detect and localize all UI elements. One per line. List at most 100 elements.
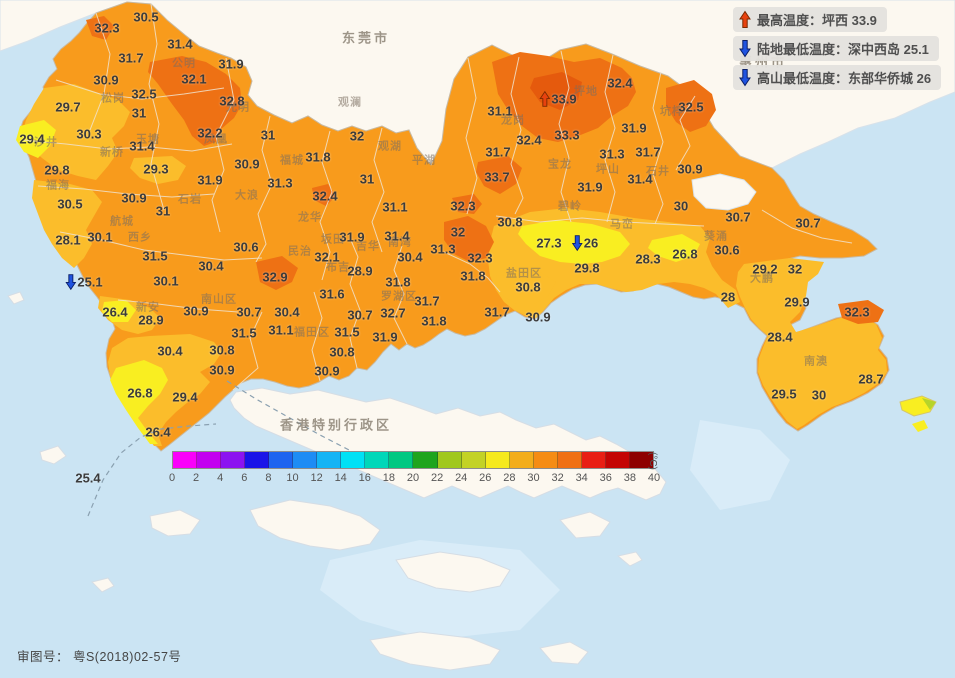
colorbar-segment	[293, 452, 318, 468]
temperature-label: 31.7	[484, 304, 510, 320]
extreme-temperature-label: 26	[571, 235, 598, 252]
temperature-label: 29.5	[771, 386, 797, 402]
temperature-label: 32.8	[219, 93, 245, 109]
temperature-label: 31.9	[577, 179, 603, 195]
legend-item: 陆地最低温度：深中西岛 25.1	[733, 36, 939, 61]
temperature-label: 31.1	[487, 103, 513, 119]
place-label: 盐田区	[506, 267, 542, 280]
temperature-label: 30.7	[725, 209, 751, 225]
temperature-label: 31.6	[319, 286, 345, 302]
temperature-label: 28.9	[138, 312, 164, 328]
temperature-label: 31.3	[430, 241, 456, 257]
temperature-label: 30.9	[677, 161, 703, 177]
temperature-label: 31.1	[382, 199, 408, 215]
colorbar-tick: 38	[623, 472, 637, 484]
temperature-label: 32.3	[467, 250, 493, 266]
legend-item-label: 陆地最低温度：深中西岛 25.1	[757, 42, 929, 57]
place-label: 西乡	[128, 231, 152, 244]
temperature-label: 29.4	[172, 389, 198, 405]
temperature-label: 32.4	[312, 188, 338, 204]
temperature-label: 29.7	[55, 99, 81, 115]
temperature-label: 31.3	[599, 146, 625, 162]
colorbar-tick: 16	[358, 472, 371, 484]
temperature-label: 31.4	[167, 36, 193, 52]
temperature-label: 32.1	[314, 249, 340, 265]
temperature-label: 31	[155, 203, 171, 219]
district-borders	[22, 3, 853, 391]
temperature-label: 31.8	[305, 149, 331, 165]
temperature-label: 26.8	[127, 385, 153, 401]
place-label: 宝龙	[548, 158, 572, 171]
place-label: 南山区	[201, 293, 237, 306]
temperature-label: 30.4	[198, 258, 224, 274]
place-label: 布吉	[326, 261, 350, 274]
place-label: 新桥	[100, 146, 124, 159]
temperature-label: 31	[359, 171, 375, 187]
temperature-label: 29.8	[44, 162, 70, 178]
temperature-label: 31.8	[421, 313, 447, 329]
temperature-label: 30	[811, 387, 827, 403]
bay-notch	[691, 173, 757, 211]
temperature-label: 29.3	[143, 161, 169, 177]
temperature-label: 31.7	[635, 144, 661, 160]
colorbar-tick: 8	[265, 472, 272, 484]
temperature-label: 31.9	[339, 229, 365, 245]
temperature-label: 32	[787, 261, 803, 277]
place-label: 马峦	[610, 218, 634, 231]
colorbar-segment	[629, 452, 653, 468]
place-label: 大鹏	[750, 272, 774, 285]
place-label: 玉塘	[136, 133, 160, 146]
temperature-label: 30.9	[183, 303, 209, 319]
place-label: 石井	[646, 165, 670, 178]
place-label: 新安	[136, 301, 160, 314]
colorbar-tick: 12	[310, 472, 323, 484]
temperature-label: 26.4	[145, 424, 171, 440]
place-label: 龙岗	[501, 114, 525, 127]
colorbar-tick: 4	[217, 472, 224, 484]
island-se-green	[922, 398, 936, 410]
up-arrow-icon	[539, 90, 551, 107]
place-label: 公明	[172, 57, 196, 70]
temperature-label: 30.9	[525, 309, 551, 325]
place-label: 观澜	[338, 96, 362, 109]
temperature-label: 30.3	[76, 126, 102, 142]
place-label: 石岩	[178, 193, 202, 206]
temperature-label: 31.5	[142, 248, 168, 264]
temperature-label: 30.8	[329, 344, 355, 360]
up-arrow-icon	[739, 10, 751, 28]
band-26-28-patches	[16, 120, 700, 444]
colorbar-segment	[485, 452, 510, 468]
place-label: 福海	[46, 179, 70, 192]
colorbar-segment	[269, 452, 294, 468]
colorbar-segment	[437, 452, 462, 468]
place-label: 东莞市	[341, 30, 391, 46]
temperature-label: 30.4	[397, 249, 423, 265]
temperature-label: 31.4	[129, 138, 155, 154]
place-label: 航城	[110, 215, 134, 228]
temperature-label: 28.3	[635, 251, 661, 267]
place-label: 吉华	[356, 240, 380, 253]
colorbar-tick: 20	[406, 472, 420, 484]
temperature-label: 31.7	[485, 144, 511, 160]
colorbar-tick: 18	[382, 472, 396, 484]
temperature-label: 31.7	[414, 293, 440, 309]
colorbar-segment	[341, 452, 366, 468]
temperature-label: 26.8	[672, 246, 698, 262]
temperature-label: 32.9	[262, 269, 288, 285]
place-label: 大浪	[235, 189, 259, 202]
temperature-label: 30.9	[314, 363, 340, 379]
temperature-label: 30.4	[274, 304, 300, 320]
temperature-label: 31	[260, 127, 276, 143]
place-label: 南澳	[804, 355, 828, 368]
temperature-label: 30.1	[153, 273, 179, 289]
temperature-label: 32.4	[516, 132, 542, 148]
colorbar-segment	[509, 452, 534, 468]
colorbar-tick: 36	[599, 472, 612, 484]
temperature-label: 31.5	[231, 325, 257, 341]
legend: 最高温度：坪西 33.9 陆地最低温度：深中西岛 25.1 高山最低温度：东部华侨城…	[733, 7, 942, 94]
colorbar	[172, 451, 654, 469]
place-label: 沙井	[34, 136, 58, 149]
colorbar-segment	[533, 452, 558, 468]
